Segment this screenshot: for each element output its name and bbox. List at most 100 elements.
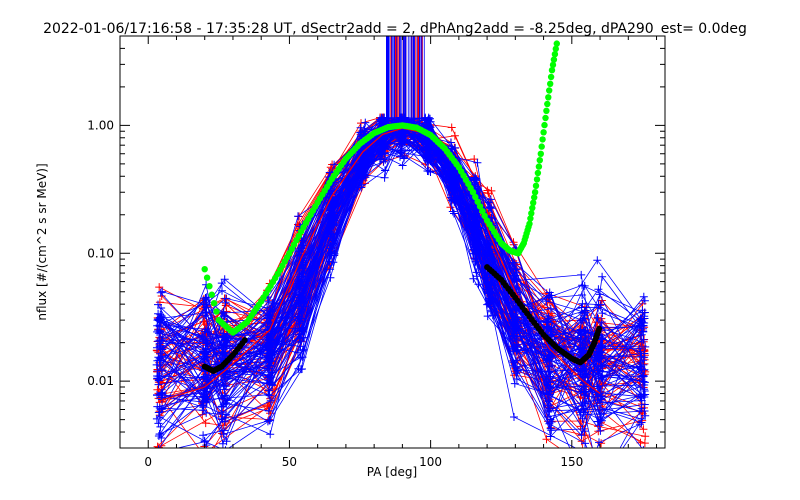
blue-series-marker <box>378 137 386 146</box>
blue-series-marker <box>580 327 589 336</box>
blue-series-marker <box>486 195 495 204</box>
green-fit-point <box>541 121 548 129</box>
blue-series-marker <box>472 176 481 185</box>
blue-series-marker <box>546 304 555 313</box>
blue-series-marker <box>298 323 307 332</box>
blue-series-marker <box>220 417 229 426</box>
blue-series-marker <box>596 300 605 309</box>
blue-series-line <box>160 133 645 439</box>
blue-series-marker <box>223 372 232 381</box>
blue-series-marker <box>156 430 165 438</box>
blue-series-marker <box>400 113 409 122</box>
blue-series-marker <box>547 361 556 370</box>
blue-series-marker <box>547 426 556 435</box>
blue-series-marker <box>577 348 586 357</box>
green-fit-point <box>536 157 543 164</box>
blue-series-marker <box>157 313 166 322</box>
green-fit-point <box>531 189 539 196</box>
blue-series-marker <box>547 323 556 332</box>
y-axis-label: nflux [#/(cm^2 s sr MeV)] <box>35 163 49 320</box>
blue-series-marker <box>640 385 649 394</box>
blue-series-marker <box>593 313 602 322</box>
blue-series-marker <box>199 431 208 440</box>
blue-series-marker <box>639 335 648 344</box>
blue-series-marker <box>474 280 483 289</box>
blue-series-line <box>160 131 646 383</box>
blue-series-marker <box>487 213 496 222</box>
blue-series-marker <box>299 269 308 278</box>
blue-series-marker <box>509 358 518 367</box>
blue-series-marker <box>201 327 210 336</box>
blue-series-marker <box>598 341 606 350</box>
blue-series-marker <box>596 426 605 435</box>
blue-series-marker <box>326 273 335 282</box>
green-fit-point <box>539 136 546 143</box>
plot-frame <box>119 35 666 449</box>
black-fit-point <box>596 325 603 332</box>
blue-series-marker <box>360 163 369 171</box>
blue-series-marker <box>154 372 163 381</box>
blue-series-marker <box>396 152 404 161</box>
blue-series-marker <box>577 431 586 440</box>
blue-series-marker <box>473 158 482 167</box>
blue-series-marker <box>450 209 458 218</box>
chart-title: 2022-01-06/17:16:58 - 17:35:28 UT, dSect… <box>43 21 747 37</box>
blue-series-marker <box>485 245 494 254</box>
blue-series-marker <box>595 421 604 430</box>
blue-series-marker <box>329 258 338 267</box>
red-series-marker <box>639 425 648 434</box>
blue-series-marker <box>577 270 586 279</box>
blue-series-marker <box>379 157 388 166</box>
blue-series-marker <box>295 319 304 328</box>
blue-series-marker <box>298 297 307 305</box>
blue-series-marker <box>543 381 552 390</box>
blue-series-marker <box>639 321 648 330</box>
x-tick-label: 150 <box>560 455 583 469</box>
blue-series-marker <box>421 146 430 155</box>
blue-series-marker <box>197 331 206 340</box>
blue-series-marker <box>576 334 585 342</box>
green-fit-point <box>531 194 538 201</box>
blue-series-marker <box>576 316 585 325</box>
blue-series-marker <box>484 204 493 213</box>
blue-series-marker <box>381 149 389 158</box>
blue-series-marker <box>595 438 603 447</box>
blue-series-marker <box>594 285 603 294</box>
blue-series-marker <box>510 379 519 388</box>
blue-series-marker <box>637 314 646 323</box>
green-fit-point <box>472 193 479 201</box>
blue-series-marker <box>199 386 208 395</box>
blue-series-marker <box>153 402 162 411</box>
data-layer <box>152 36 650 487</box>
green-fit-point <box>533 176 541 183</box>
blue-series-marker <box>635 407 644 416</box>
green-fit-point <box>547 80 554 88</box>
green-fit-point <box>469 189 477 196</box>
blue-series-marker <box>220 312 229 321</box>
blue-series-marker <box>156 422 165 431</box>
blue-series-marker <box>473 228 482 237</box>
blue-series-line <box>157 128 646 445</box>
blue-series-marker <box>295 334 304 343</box>
green-fit-point <box>546 87 553 94</box>
blue-series-marker <box>580 314 588 323</box>
blue-series-marker <box>152 360 161 369</box>
blue-series-marker <box>597 405 605 414</box>
red-series-marker <box>639 346 648 355</box>
blue-series-marker <box>152 414 161 423</box>
blue-series-marker <box>598 309 607 318</box>
blue-series-marker <box>596 395 605 404</box>
blue-series-line <box>203 116 641 448</box>
blue-series-marker <box>447 196 456 205</box>
blue-series-marker <box>512 375 521 383</box>
blue-series-marker <box>581 479 589 487</box>
blue-series-marker <box>637 337 646 346</box>
blue-series-marker <box>380 173 389 182</box>
blue-series-marker <box>639 356 648 365</box>
blue-series-marker <box>263 303 272 312</box>
blue-series-marker <box>220 385 229 394</box>
blue-series-marker <box>400 127 408 136</box>
blue-series-marker <box>641 342 650 351</box>
blue-series-marker <box>221 341 230 350</box>
red-series-line <box>161 130 642 447</box>
